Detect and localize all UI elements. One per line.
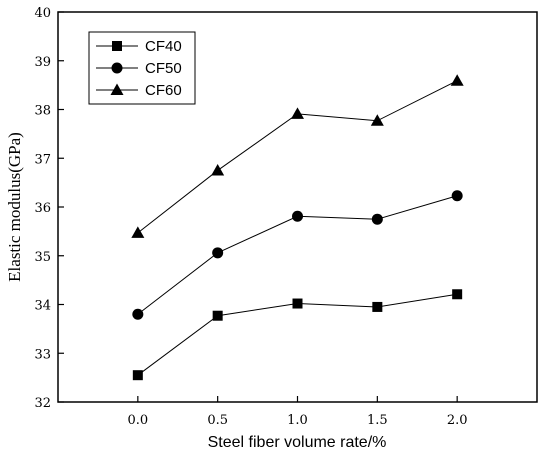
data-point-cf50: [212, 247, 224, 259]
x-tick-label: 2.0: [447, 413, 468, 428]
data-point-cf40: [132, 370, 143, 381]
data-point-cf50: [292, 210, 303, 222]
legend-marker-cf60: [110, 83, 124, 95]
y-tick-label: 36: [34, 201, 51, 216]
y-tick-label: 40: [34, 6, 51, 21]
axis-ticks: 32 33 34 35 36 37 38 39 40 0.0 0.5 1.0 1.5 2.0: [34, 6, 467, 428]
x-axis-title: Steel fiber volume rate/%: [208, 434, 387, 451]
y-tick-label: 34: [34, 299, 51, 314]
y-tick-label: 37: [34, 152, 51, 167]
legend-label-cf40: CF40: [145, 38, 182, 55]
data-point-cf60: [131, 226, 145, 238]
x-tick-label: 1.5: [367, 413, 388, 428]
data-point-cf40: [292, 298, 303, 309]
x-tick-label: 0.5: [207, 413, 228, 428]
data-point-cf40: [212, 310, 223, 321]
data-point-cf60: [291, 107, 304, 119]
data-point-cf60: [370, 114, 384, 126]
y-tick-label: 39: [34, 55, 51, 70]
y-axis-title: Elastic modulus(GPa): [5, 132, 24, 282]
data-point-cf50: [451, 190, 463, 202]
data-point-cf60: [211, 163, 225, 176]
y-tick-label: 33: [34, 347, 51, 362]
legend-items: CF40 CF50 CF60: [96, 38, 182, 99]
data-point-cf50: [132, 308, 144, 320]
data-point-cf40: [372, 301, 383, 312]
y-tick-label: 38: [34, 104, 51, 119]
legend-marker-cf50: [111, 62, 123, 74]
data-point-cf50: [371, 213, 383, 225]
legend-marker-cf40: [112, 41, 122, 51]
legend: CF40 CF50 CF60: [88, 31, 196, 105]
y-tick-label: 35: [34, 250, 51, 265]
series-lines: [137, 80, 458, 376]
legend-label-cf50: CF50: [145, 60, 182, 77]
data-point-cf60: [450, 74, 464, 86]
legend-label-cf60: CF60: [145, 82, 182, 99]
data-point-cf40: [452, 289, 463, 300]
x-tick-label: 0.0: [127, 413, 148, 428]
y-tick-label: 32: [34, 396, 51, 411]
series-markers: [131, 74, 464, 381]
x-tick-label: 1.0: [287, 413, 308, 428]
